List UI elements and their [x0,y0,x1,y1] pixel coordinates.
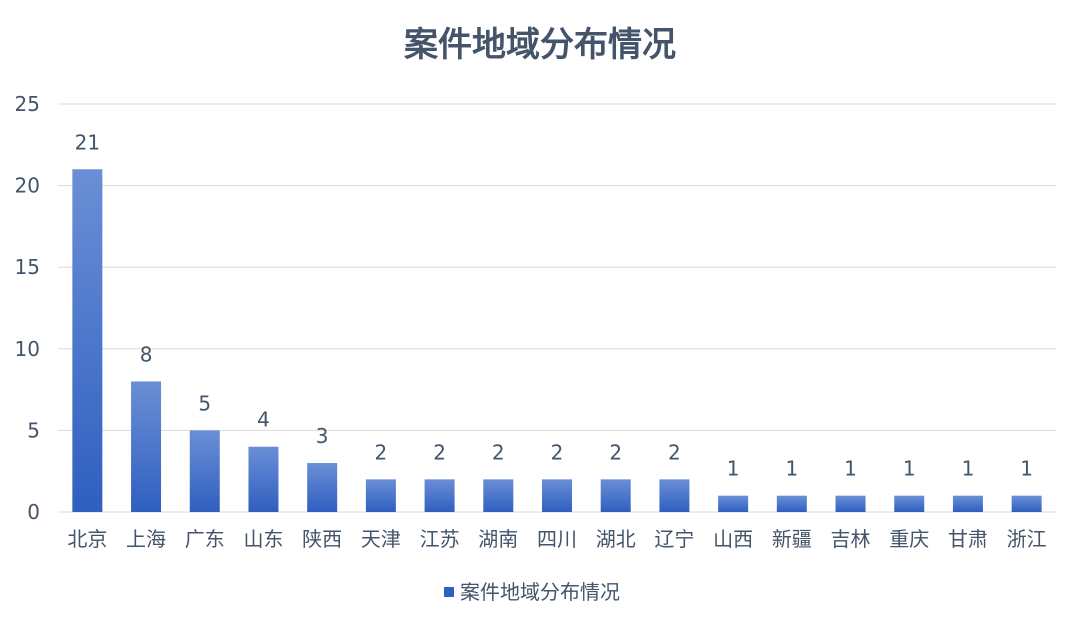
bar [718,495,749,512]
data-label: 1 [727,457,740,481]
legend: 案件地域分布情况 [444,580,620,604]
chart-title: 案件地域分布情况 [404,25,676,65]
x-category-label: 重庆 [889,527,929,551]
data-label: 1 [785,457,798,481]
legend-label: 案件地域分布情况 [460,580,620,604]
x-category-label: 甘肃 [948,527,988,551]
x-category-label: 山西 [713,527,753,551]
data-label: 21 [75,130,100,154]
bar [307,463,338,512]
bar [835,495,866,512]
data-label: 1 [962,457,975,481]
x-category-label: 吉林 [831,527,871,551]
x-category-label: 辽宁 [654,527,694,551]
data-label: 3 [316,424,329,448]
bar [952,495,983,512]
gridlines [58,103,1056,513]
x-category-label: 山东 [243,527,283,551]
data-label: 1 [844,457,857,481]
data-label: 1 [903,457,916,481]
data-label: 4 [257,408,270,432]
x-category-label: 北京 [67,527,107,551]
bar [1011,495,1042,512]
x-category-label: 广东 [185,527,225,551]
y-tick-label: 0 [27,500,40,524]
x-category-label: 江苏 [420,527,460,551]
bar [248,446,279,512]
y-tick-label: 25 [15,92,40,116]
x-category-label: 湖北 [596,527,636,551]
x-category-label: 上海 [126,527,166,551]
bar [424,479,455,512]
data-label: 2 [433,440,446,464]
data-label: 2 [375,440,388,464]
data-label: 8 [140,342,153,366]
y-tick-label: 5 [27,418,40,442]
bars [72,169,1042,512]
y-tick-label: 10 [15,337,40,361]
x-category-label: 四川 [537,527,577,551]
bar [659,479,690,512]
x-category-label: 天津 [361,527,401,551]
data-label: 5 [198,391,211,415]
data-label: 2 [668,440,681,464]
bar [365,479,396,512]
x-category-label: 浙江 [1007,527,1047,551]
data-label: 2 [609,440,622,464]
bar [131,381,162,512]
legend-swatch [444,587,454,597]
x-category-label: 新疆 [772,527,812,551]
bar [894,495,925,512]
bar [189,430,220,512]
x-category-label: 陕西 [302,527,342,551]
bar [72,169,103,512]
bar [483,479,514,512]
data-label: 1 [1020,457,1033,481]
bar [776,495,807,512]
x-category-label: 湖南 [478,527,518,551]
y-tick-label: 15 [15,255,40,279]
y-axis-ticks: 0 5 10 15 20 25 [15,92,40,524]
data-label: 2 [492,440,505,464]
bar [600,479,631,512]
x-axis-categories: 北京 上海 广东 山东 陕西 天津 江苏 湖南 四川 湖北 辽宁 山西 新疆 吉林 重庆 甘肃 浙江 [67,527,1046,551]
y-tick-label: 20 [15,174,40,198]
bar [542,479,572,512]
data-label: 2 [551,440,564,464]
